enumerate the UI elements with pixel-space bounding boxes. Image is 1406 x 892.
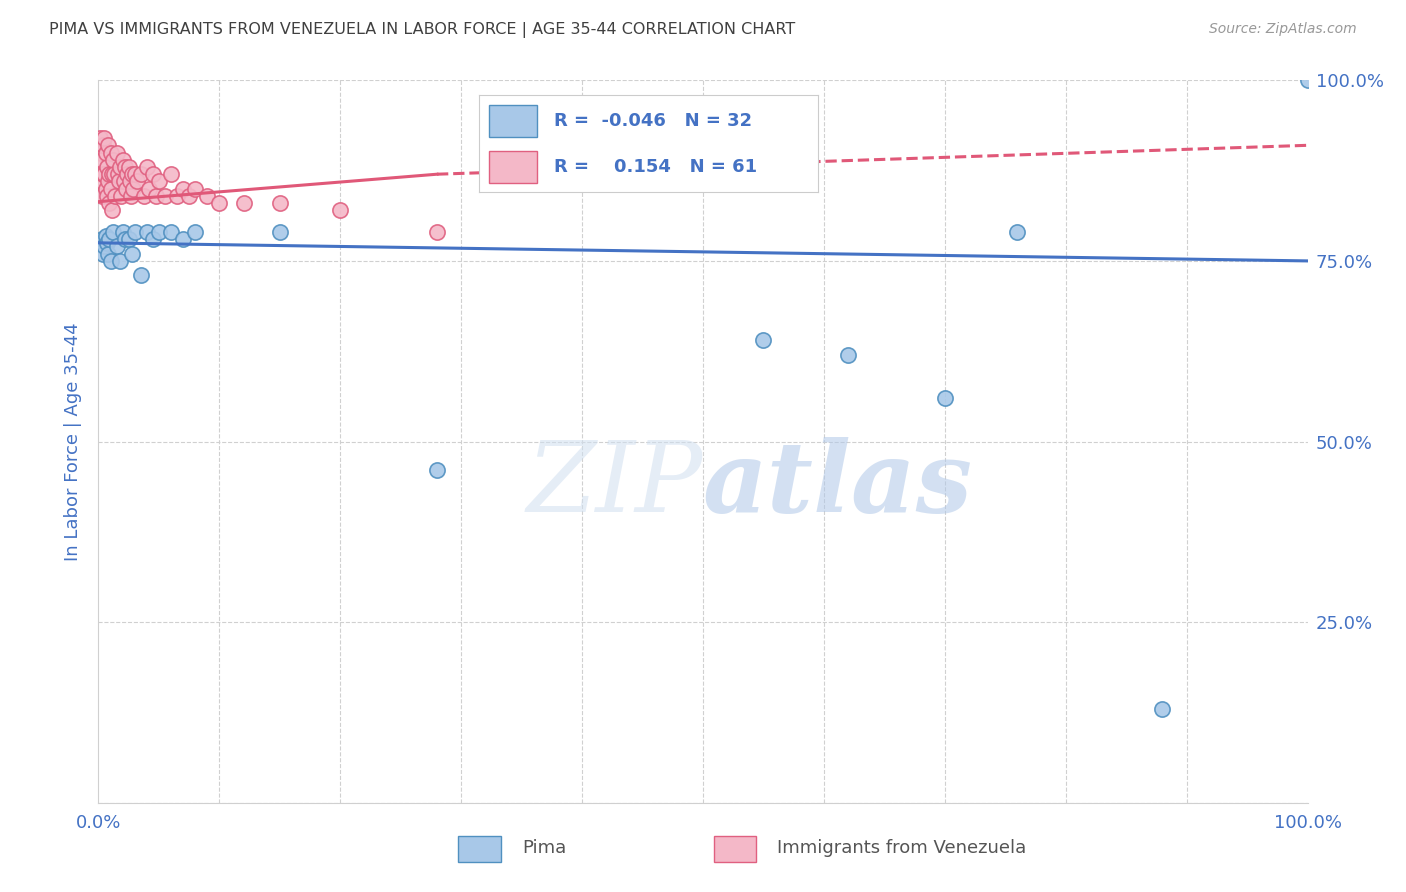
Point xyxy=(142,167,165,181)
Point xyxy=(101,225,124,239)
Text: Source: ZipAtlas.com: Source: ZipAtlas.com xyxy=(1209,22,1357,37)
Point xyxy=(135,160,157,174)
Point xyxy=(93,167,115,181)
Point xyxy=(121,246,143,260)
Point xyxy=(160,167,183,181)
Point xyxy=(89,131,111,145)
Point xyxy=(269,196,291,211)
Point xyxy=(184,225,207,239)
Point xyxy=(124,225,146,239)
Point xyxy=(97,174,120,188)
Point xyxy=(129,167,152,181)
Point xyxy=(837,348,859,362)
Point xyxy=(269,225,291,239)
Point xyxy=(96,235,118,250)
Point xyxy=(91,189,114,203)
Point xyxy=(118,232,141,246)
Point xyxy=(96,189,118,203)
Point xyxy=(232,196,254,211)
Point xyxy=(122,182,145,196)
Point xyxy=(98,232,121,246)
Point xyxy=(1296,73,1319,87)
Point xyxy=(166,189,188,203)
Point xyxy=(172,232,194,246)
Point xyxy=(118,174,141,188)
Point xyxy=(90,145,112,160)
Point xyxy=(426,225,449,239)
Point xyxy=(111,225,134,239)
Point xyxy=(148,225,170,239)
Point xyxy=(93,131,115,145)
Point xyxy=(142,232,165,246)
Point xyxy=(100,253,122,268)
Point xyxy=(1007,225,1029,239)
Text: ZIP: ZIP xyxy=(527,437,703,533)
Point xyxy=(134,189,156,203)
Point xyxy=(184,182,207,196)
Point xyxy=(426,463,449,477)
Point xyxy=(752,334,775,348)
Point xyxy=(117,167,139,181)
Point xyxy=(110,189,132,203)
Point xyxy=(91,232,114,246)
Point xyxy=(108,253,131,268)
Text: atlas: atlas xyxy=(703,437,973,533)
Point xyxy=(94,228,117,243)
Point xyxy=(112,174,135,188)
Point xyxy=(148,174,170,188)
Point xyxy=(101,153,124,167)
Point xyxy=(89,235,111,250)
Point xyxy=(120,189,142,203)
Point xyxy=(195,189,218,203)
Point xyxy=(105,145,128,160)
Point xyxy=(98,167,121,181)
Point xyxy=(129,268,152,283)
Point xyxy=(208,196,231,211)
Point xyxy=(97,138,120,153)
Point xyxy=(124,167,146,181)
Point xyxy=(96,160,118,174)
Point xyxy=(100,167,122,181)
Point xyxy=(98,196,121,211)
Point xyxy=(135,225,157,239)
Point xyxy=(93,239,115,253)
Point xyxy=(121,167,143,181)
Point xyxy=(111,153,134,167)
Point xyxy=(114,232,136,246)
Point xyxy=(100,182,122,196)
Point xyxy=(172,182,194,196)
Point xyxy=(91,167,114,181)
Point xyxy=(89,167,111,181)
Point xyxy=(115,182,138,196)
Point xyxy=(100,145,122,160)
Point xyxy=(105,239,128,253)
Point xyxy=(103,167,125,181)
Point xyxy=(91,153,114,167)
Point xyxy=(138,182,160,196)
Point xyxy=(153,189,176,203)
Point xyxy=(160,225,183,239)
Point xyxy=(91,246,114,260)
Point xyxy=(108,160,131,174)
Point xyxy=(107,167,129,181)
Point xyxy=(118,160,141,174)
Point xyxy=(329,203,352,218)
Point xyxy=(104,189,127,203)
Point xyxy=(91,138,114,153)
Point xyxy=(127,174,149,188)
Point xyxy=(145,189,167,203)
Y-axis label: In Labor Force | Age 35-44: In Labor Force | Age 35-44 xyxy=(63,322,82,561)
Point xyxy=(934,391,956,405)
Point xyxy=(90,174,112,188)
Point xyxy=(108,174,131,188)
Point xyxy=(100,203,122,218)
Point xyxy=(1152,702,1174,716)
Point xyxy=(179,189,201,203)
Point xyxy=(97,246,120,260)
Text: PIMA VS IMMIGRANTS FROM VENEZUELA IN LABOR FORCE | AGE 35-44 CORRELATION CHART: PIMA VS IMMIGRANTS FROM VENEZUELA IN LAB… xyxy=(49,22,796,38)
Point xyxy=(94,182,117,196)
Point xyxy=(114,160,136,174)
Point xyxy=(94,145,117,160)
